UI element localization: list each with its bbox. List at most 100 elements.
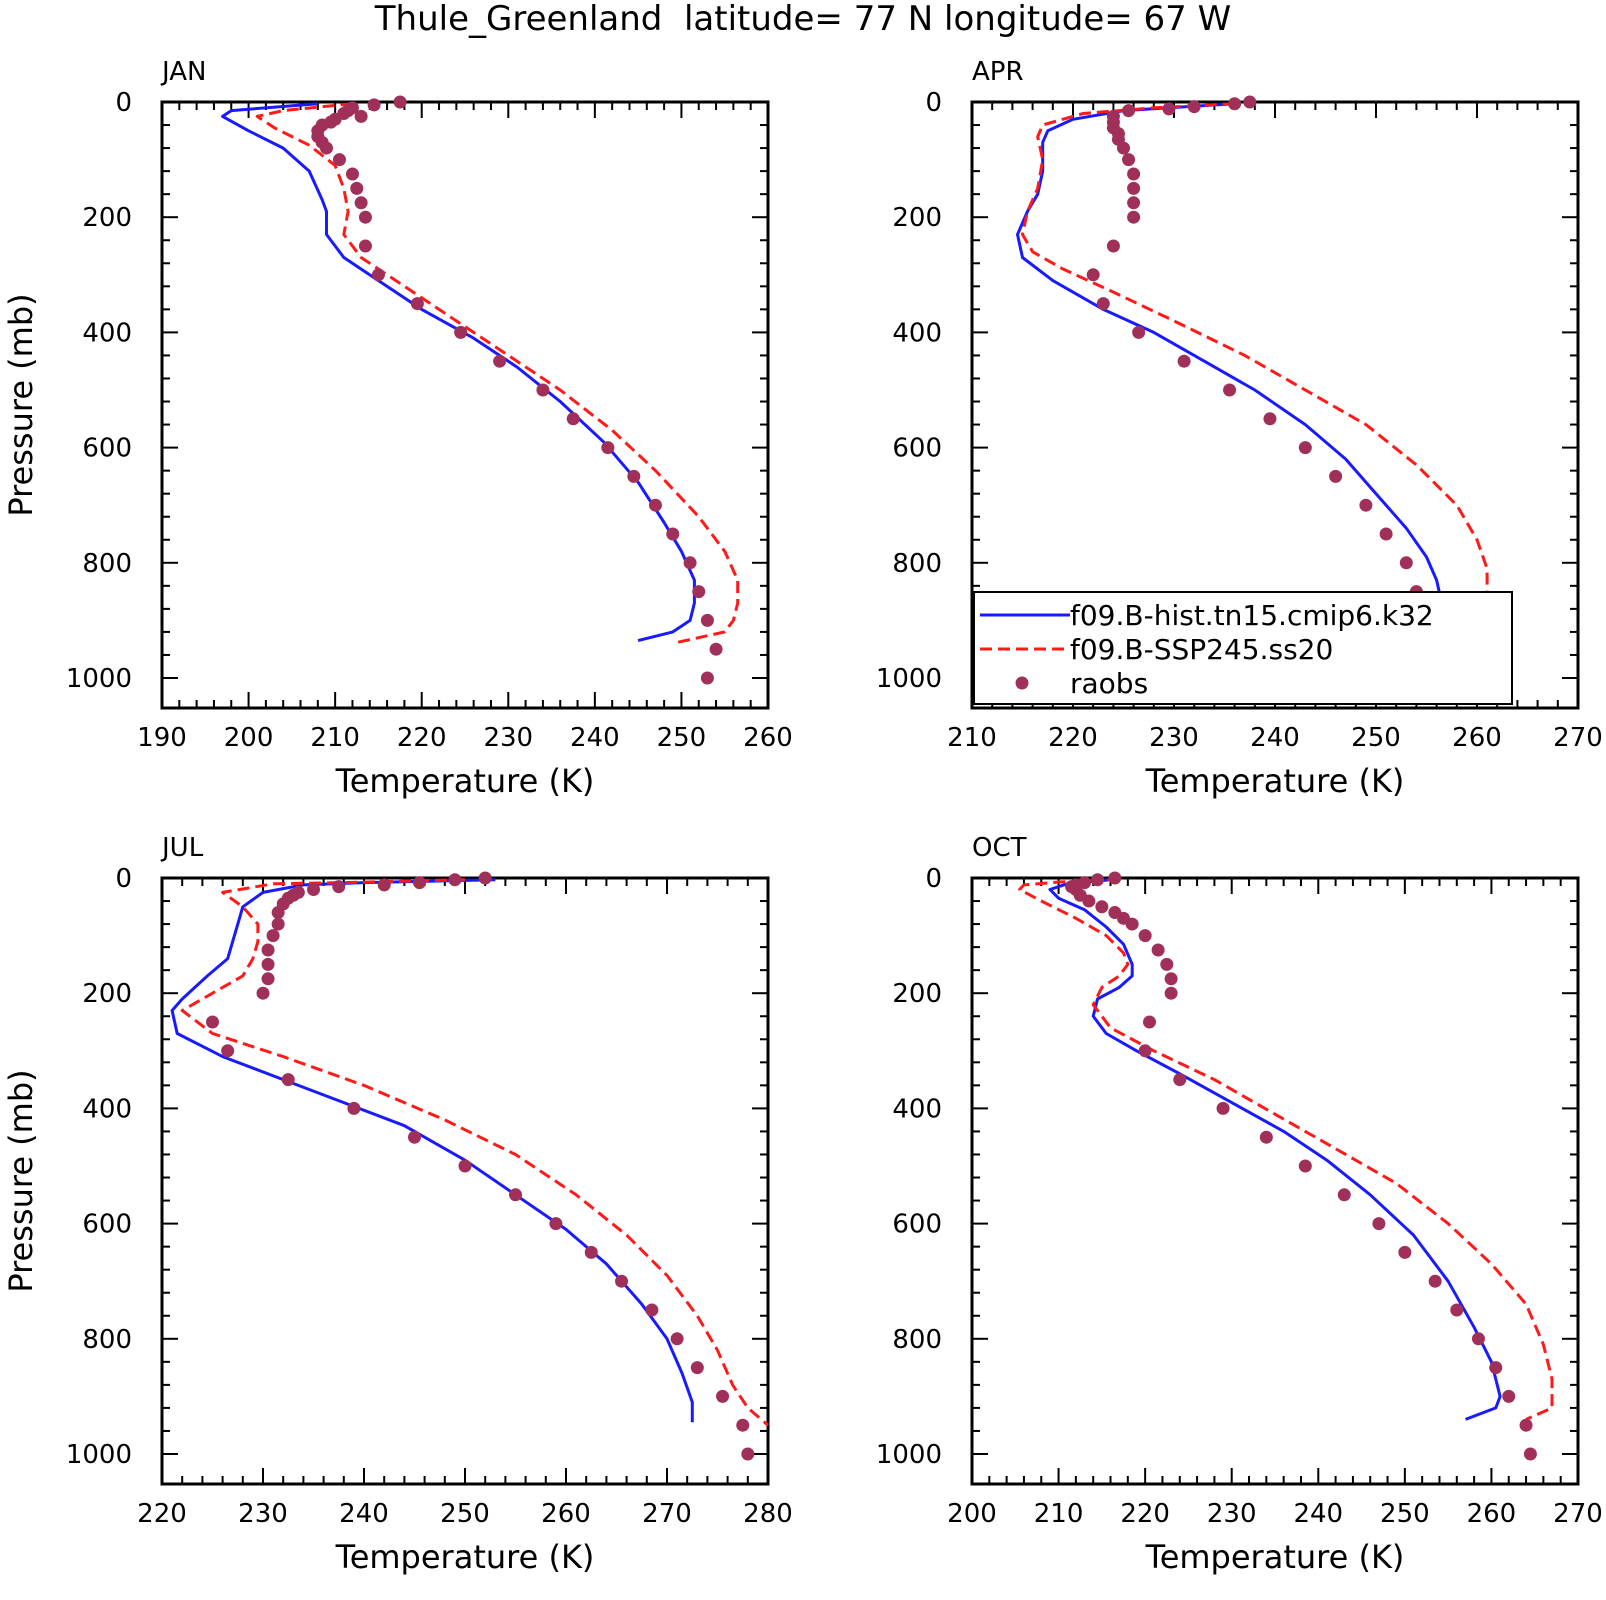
y-tick-label: 200	[82, 979, 132, 1009]
x-axis-label: Temperature (K)	[335, 1538, 595, 1576]
x-tick-label: 240	[570, 723, 620, 753]
y-tick-label: 400	[892, 1094, 942, 1124]
y-tick-label: 600	[892, 434, 942, 464]
y-tick-label: 200	[892, 979, 942, 1009]
x-tick-label: 260	[1467, 1499, 1517, 1529]
raobs-point	[281, 1073, 295, 1087]
raobs-point	[1379, 527, 1393, 541]
panel-jan: JAN 190 200 210 220 230 240 250 260 0 200 400 600 800…	[2, 57, 793, 800]
raobs-point	[536, 383, 550, 397]
raobs-point	[1162, 102, 1176, 116]
raobs-point	[271, 917, 285, 931]
raobs-point	[700, 671, 714, 685]
raobs-point	[377, 878, 391, 892]
y-tick-label: 800	[892, 1325, 942, 1355]
x-axis-label: Temperature (K)	[1145, 762, 1405, 800]
raobs-point	[1106, 239, 1120, 253]
x-tick-label: 250	[440, 1499, 490, 1529]
raobs-point	[1127, 210, 1141, 224]
panels-group: JAN 190 200 210 220 230 240 250 260 0 200 400 600 800…	[2, 57, 1603, 1576]
raobs-point	[1091, 873, 1105, 887]
ssp245-line	[180, 878, 769, 1427]
panel-title: APR	[972, 57, 1024, 87]
y-tick-label: 600	[82, 434, 132, 464]
y-tick-label: 800	[892, 549, 942, 579]
y-tick-label: 0	[925, 88, 942, 118]
raobs-point	[261, 943, 275, 957]
legend-label: f09.B-hist.tn15.cmip6.k32	[1070, 599, 1434, 632]
raobs-point	[319, 141, 333, 155]
raobs-point	[1337, 1188, 1351, 1202]
panel-title: OCT	[972, 833, 1027, 863]
x-tick-label: 240	[1250, 723, 1300, 753]
raobs-point	[367, 98, 381, 112]
raobs-point	[1086, 268, 1100, 282]
y-axis-label: Pressure (mb)	[2, 1069, 40, 1292]
raobs-point	[1298, 1159, 1312, 1173]
x-tick-label: 250	[1351, 723, 1401, 753]
x-tick-label: 220	[1120, 1499, 1170, 1529]
raobs-point	[566, 412, 580, 426]
raobs-point	[1132, 325, 1146, 339]
raobs-point	[271, 906, 285, 920]
x-tick-label: 270	[1553, 1499, 1603, 1529]
raobs-point	[371, 268, 385, 282]
hist-line	[170, 878, 694, 1423]
raobs-point	[1142, 1015, 1156, 1029]
legend-label: raobs	[1070, 667, 1148, 700]
raobs-point	[1138, 1044, 1152, 1058]
raobs-point	[584, 1245, 598, 1259]
raobs-point	[1095, 900, 1109, 914]
x-tick-label: 240	[339, 1499, 389, 1529]
x-tick-label: 230	[483, 723, 533, 753]
raobs-point	[1223, 383, 1237, 397]
raobs-point	[601, 441, 615, 455]
ssp245-line	[1021, 102, 1489, 651]
raobs-point	[1489, 1361, 1503, 1375]
raobs-point	[1259, 1130, 1273, 1144]
raobs-point	[1138, 929, 1152, 943]
raobs-point	[1359, 498, 1373, 512]
y-tick-label: 1000	[876, 1440, 942, 1470]
x-tick-label: 230	[1207, 1499, 1257, 1529]
y-tick-label: 1000	[66, 1440, 132, 1470]
y-tick-label: 0	[115, 88, 132, 118]
raobs-point	[1523, 1447, 1537, 1461]
raobs-point	[350, 181, 364, 195]
panel-title: JAN	[160, 57, 206, 87]
plot-frame	[160, 100, 770, 710]
hist-line	[1048, 878, 1502, 1421]
y-tick-label: 600	[892, 1210, 942, 1240]
raobs-point	[549, 1217, 563, 1231]
raobs-point	[256, 986, 270, 1000]
raobs-point	[1216, 1101, 1230, 1115]
raobs-point	[1151, 943, 1165, 957]
raobs-point	[332, 153, 346, 167]
raobs-point	[690, 1361, 704, 1375]
raobs-point	[1228, 97, 1242, 111]
raobs-point	[683, 556, 697, 570]
raobs-point	[454, 325, 468, 339]
x-tick-label: 250	[657, 723, 707, 753]
raobs-point	[648, 498, 662, 512]
raobs-point	[1096, 297, 1110, 311]
raobs-point	[709, 642, 723, 656]
raobs-point	[716, 1389, 730, 1403]
raobs-point	[1428, 1274, 1442, 1288]
raobs-point	[413, 876, 427, 890]
y-tick-label: 400	[892, 318, 942, 348]
y-tick-label: 400	[82, 1094, 132, 1124]
raobs-point	[1177, 354, 1191, 368]
raobs-point	[645, 1303, 659, 1317]
raobs-point	[345, 167, 359, 181]
raobs-point	[1164, 972, 1178, 986]
y-tick-label: 0	[925, 864, 942, 894]
x-tick-label: 260	[1452, 723, 1502, 753]
raobs-point	[736, 1418, 750, 1432]
panel-title: JUL	[160, 833, 204, 863]
x-tick-label: 260	[743, 723, 793, 753]
raobs-point	[347, 1101, 361, 1115]
figure-title: Thule_Greenland latitude= 77 N longitude…	[374, 0, 1231, 39]
ssp245-line	[1018, 878, 1554, 1421]
